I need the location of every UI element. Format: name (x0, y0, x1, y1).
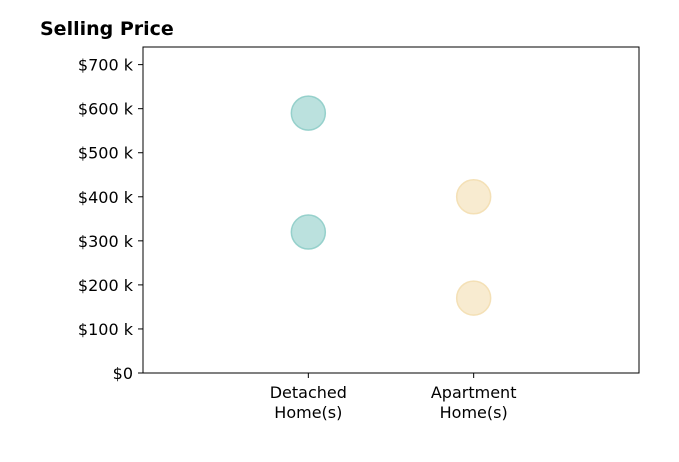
y-tick-label: $0 (113, 364, 133, 383)
data-point (290, 95, 327, 131)
x-tick-label: Home(s) (440, 403, 508, 422)
data-point (455, 280, 492, 316)
y-tick-label: $200 k (78, 276, 134, 295)
chart-title: Selling Price (40, 18, 174, 40)
x-tick-label: Home(s) (274, 403, 342, 422)
axes-frame (142, 46, 640, 374)
x-tick-label: Apartment (431, 383, 517, 402)
y-tick-label: $400 k (78, 188, 134, 207)
y-tick-label: $600 k (78, 100, 134, 119)
data-point (455, 179, 492, 215)
y-tick-label: $700 k (78, 56, 134, 75)
plot-area (290, 95, 492, 316)
y-axis: $0 $100 k $200 k $300 k $400 k $500 k $600 k $7… (78, 56, 143, 383)
y-tick-label: $300 k (78, 232, 134, 251)
y-tick-label: $500 k (78, 144, 134, 163)
x-tick-label: Detached (270, 383, 347, 402)
data-point (290, 214, 327, 250)
y-tick-label: $100 k (78, 320, 134, 339)
